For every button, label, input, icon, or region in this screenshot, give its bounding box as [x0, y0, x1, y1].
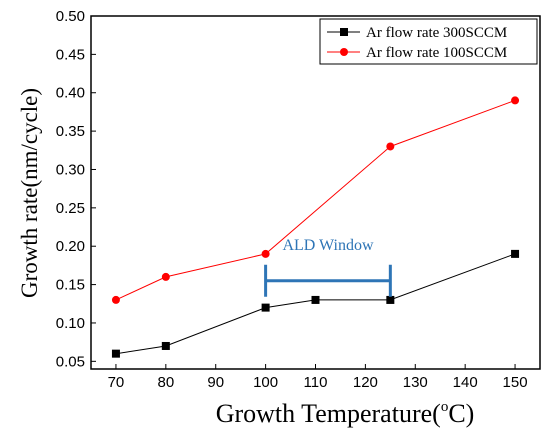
ald-window-annotation: ALD Window: [264, 237, 392, 297]
y-tick-label: 0.05: [56, 353, 85, 370]
data-point: [386, 295, 395, 304]
y-tick-label: 0.20: [56, 238, 85, 255]
x-axis-title-super: o: [441, 399, 449, 415]
y-tick-label: 0.40: [56, 85, 85, 102]
data-point: [511, 249, 520, 258]
y-tick-label: 0.15: [56, 277, 85, 294]
legend: Ar flow rate 300SCCM Ar flow rate 100SCC…: [319, 18, 538, 65]
annotation-label: ALD Window: [282, 237, 374, 254]
y-tick-label: 0.30: [56, 161, 85, 178]
plot-frame: [90, 15, 541, 370]
x-axis-title-unit: C): [448, 399, 474, 428]
x-tick-label: 120: [353, 374, 378, 391]
x-axis-title: Growth Temperature(oC): [216, 399, 475, 428]
data-point: [111, 349, 120, 358]
axis-ticks: 70 80 90 100 110 120 130 140 150 0.05 0.10 0.15 0.20…: [56, 8, 528, 391]
data-point: [161, 272, 170, 281]
x-tick-label: 70: [108, 374, 125, 391]
data-point: [261, 249, 270, 258]
legend-box: [319, 18, 538, 65]
x-axis-title-main: Growth Temperature(: [216, 399, 441, 428]
legend-marker-1: [340, 48, 348, 56]
y-tick-label: 0.10: [56, 315, 85, 332]
data-point: [111, 295, 120, 304]
data-point: [311, 295, 320, 304]
data-point: [161, 341, 170, 350]
y-tick-label: 0.25: [56, 200, 85, 217]
data-point: [261, 303, 270, 312]
x-tick-label: 150: [503, 374, 528, 391]
legend-label-1: Ar flow rate 100SCCM: [366, 45, 507, 61]
y-axis-title: Growth rate(nm/cycle): [17, 88, 42, 298]
x-tick-label: 80: [157, 374, 174, 391]
x-tick-label: 90: [207, 374, 224, 391]
legend-marker-0: [340, 28, 348, 36]
y-tick-label: 0.50: [56, 8, 85, 25]
series-line-1: [115, 99, 516, 301]
data-point: [386, 142, 395, 151]
series-layer: [111, 96, 520, 358]
data-point: [511, 96, 520, 105]
y-tick-label: 0.45: [56, 46, 85, 63]
x-tick-label: 110: [304, 374, 328, 391]
x-tick-label: 130: [403, 374, 428, 391]
x-tick-label: 140: [453, 374, 478, 391]
y-tick-label: 0.35: [56, 123, 85, 140]
x-tick-label: 100: [253, 374, 278, 391]
series-line-0: [115, 253, 516, 355]
legend-label-0: Ar flow rate 300SCCM: [366, 25, 507, 41]
